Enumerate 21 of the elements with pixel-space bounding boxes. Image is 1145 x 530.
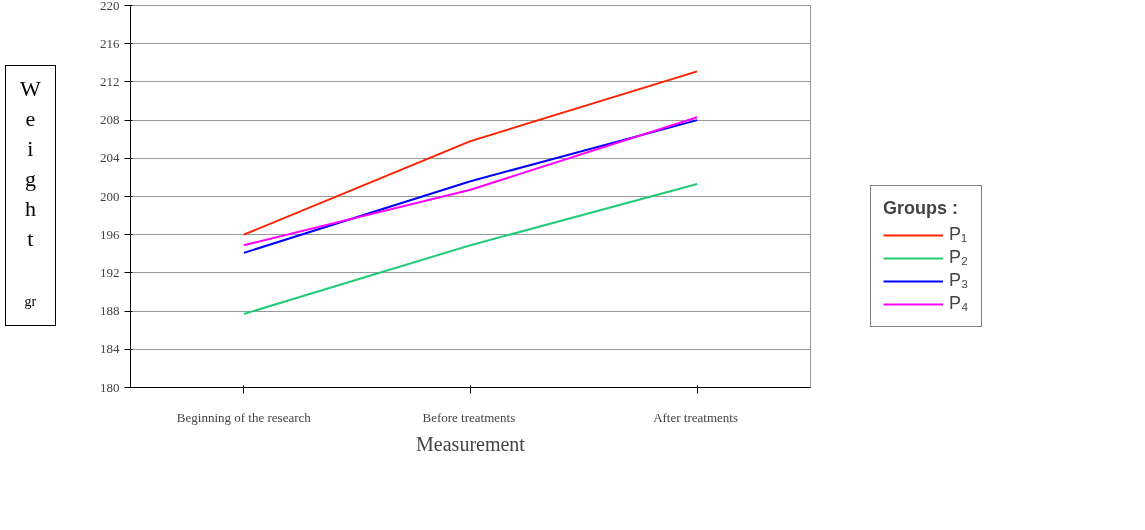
x-axis-title: Measurement bbox=[416, 432, 526, 455]
y-tick-label: 208 bbox=[100, 112, 120, 128]
x-tick-label: Before treatments bbox=[422, 409, 516, 425]
y-tick-label: 200 bbox=[100, 188, 120, 204]
x-tick-label: Beginning of the research bbox=[176, 409, 312, 425]
text: Weight gr bbox=[20, 76, 41, 309]
y-tick-label: 204 bbox=[100, 150, 120, 166]
legend-title: Groups : bbox=[883, 198, 959, 219]
legend-label: P₃ bbox=[949, 270, 969, 291]
y-tick-label: 216 bbox=[100, 35, 120, 51]
y-tick-label: 184 bbox=[100, 341, 120, 357]
legend-label: P₂ bbox=[949, 247, 969, 268]
y-tick-label: 220 bbox=[100, 0, 120, 13]
y-tick-label: 196 bbox=[100, 226, 120, 242]
x-tick-label: After treatments bbox=[653, 409, 738, 425]
legend-label: P₁ bbox=[949, 224, 969, 245]
y-tick-label: 188 bbox=[100, 303, 120, 319]
legend-label: P₄ bbox=[949, 293, 969, 314]
y-tick-label: 212 bbox=[100, 73, 120, 89]
y-tick-label: 180 bbox=[100, 379, 120, 395]
y-tick-label: 192 bbox=[100, 264, 120, 280]
